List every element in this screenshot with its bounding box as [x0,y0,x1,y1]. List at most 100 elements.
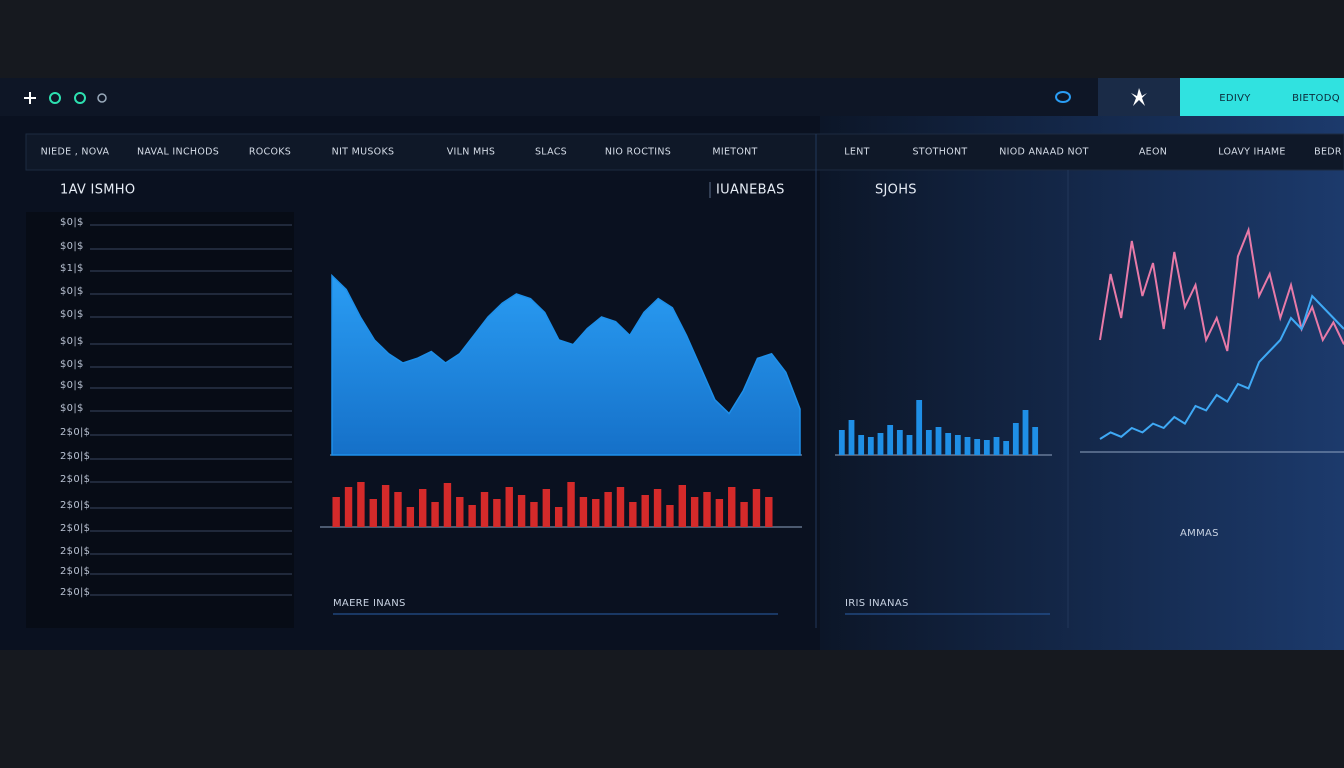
bar [1032,427,1039,455]
bar [906,435,913,455]
tab: NIOD ANAAD NOT [999,147,1089,158]
list-label: 2$0|$ [60,546,90,557]
bar [431,502,439,527]
tab: LENT [844,147,869,158]
bar [887,425,894,455]
bar [604,492,612,527]
bar [896,430,903,455]
icon [74,92,86,104]
action-button[interactable] [1180,78,1344,116]
bar [567,482,575,527]
bar [641,495,649,527]
panel-footer: IRIS INANAS [845,598,909,609]
panel-title: IUANEBAS [716,183,785,198]
bar [765,497,773,527]
bar [554,507,563,527]
tab-bar [25,133,1344,171]
bar [690,497,699,527]
tab: ROCOKS [249,147,291,158]
list-label: $0|$ [60,380,84,391]
list-label: 2$0|$ [60,427,90,438]
bar [592,499,600,527]
bar [993,437,1000,455]
tab: VILN MHS [447,147,496,158]
bar [419,489,427,527]
tab: SLACS [535,147,567,158]
bar [530,502,538,527]
list-label: $0|$ [60,336,84,347]
list-label: 2$0|$ [60,500,90,511]
bar [406,507,415,527]
bar [877,433,884,455]
bar [468,505,476,527]
bar [505,487,513,527]
list-label: $0|$ [60,217,84,228]
bar [456,497,464,527]
bar [493,499,501,527]
tab: STOTHONT [912,147,967,158]
bar [954,435,961,455]
tab: NIEDE , NOVA [41,147,110,158]
area [331,273,801,456]
icon [49,92,61,104]
tab: NIO ROCTINS [605,147,671,158]
bar [740,502,748,527]
bar [964,437,971,455]
left-panel [26,212,294,628]
list-label: 2$0|$ [60,566,90,577]
bar [945,433,952,455]
tab: NIT MUSOKS [332,147,395,158]
bar [443,483,452,527]
list-label: 2$0|$ [60,451,90,462]
bar [867,437,874,455]
note: AMMAS [1180,528,1219,539]
bar [369,499,377,527]
bar [666,505,674,527]
list-label: $0|$ [60,286,84,297]
button-label[interactable]: BIETODQ [1292,93,1340,104]
bar [394,492,402,527]
bar [1022,410,1029,455]
tab: BEDR [1314,147,1342,158]
line [1099,294,1344,440]
bar [629,502,637,527]
bar [517,495,526,527]
list-label: 2$0|$ [60,474,90,485]
bar [848,420,855,455]
bar [983,440,990,455]
tab: MIETONT [712,147,757,158]
bar [728,487,736,527]
bar [1012,423,1019,455]
list-label: 2$0|$ [60,523,90,534]
button-label[interactable]: EDIVY [1219,93,1251,104]
list-label: $1|$ [60,263,84,274]
bar [357,482,365,527]
bar [653,489,662,527]
bar [616,487,625,527]
list-label: $0|$ [60,403,84,414]
bar [752,489,761,527]
tab: NAVAL INCHODS [137,147,219,158]
right-glow [820,116,1344,650]
bar [344,487,353,527]
icon[interactable] [1055,91,1071,103]
bar [480,492,489,527]
list-label: 2$0|$ [60,587,90,598]
list-label: $0|$ [60,309,84,320]
icon [97,93,107,103]
bar [579,497,588,527]
tab: AEON [1139,147,1167,158]
icon [1131,88,1147,106]
bar [678,485,686,527]
bar [332,497,340,527]
bar [858,435,865,455]
bar [916,400,923,455]
bar [935,427,942,455]
panel-title: 1AV ISMHO [60,183,135,198]
panel-footer: MAERE INANS [333,598,406,609]
bar [1003,441,1010,455]
list-label: $0|$ [60,241,84,252]
bar [925,430,932,455]
